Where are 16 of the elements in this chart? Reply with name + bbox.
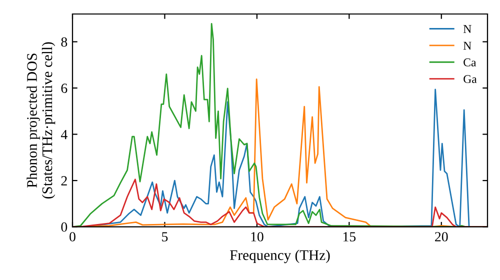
- legend-label: N: [463, 42, 472, 50]
- y-tick-label: 6: [61, 84, 68, 93]
- y-tick-label: 2: [61, 176, 67, 186]
- y-tick-label: 4: [60, 130, 68, 140]
- legend-label: N: [463, 25, 472, 33]
- x-tick-label: 5: [162, 232, 168, 242]
- legend-label: Ga: [464, 75, 477, 84]
- x-tick-label: 15: [343, 232, 356, 242]
- x-tick-label: 0: [70, 232, 76, 242]
- x-tick-label: 20: [435, 232, 448, 242]
- legend-label: Ca: [464, 58, 476, 66]
- y-tick-label: 0: [61, 222, 68, 232]
- x-axis-title: Frequency (THz): [230, 250, 330, 264]
- y-tick-label: 8: [61, 37, 68, 47]
- y-axis-title: Phonon projected DOS (States/THz·primitive cell): [26, 42, 56, 199]
- x-tick-label: 10: [251, 232, 264, 242]
